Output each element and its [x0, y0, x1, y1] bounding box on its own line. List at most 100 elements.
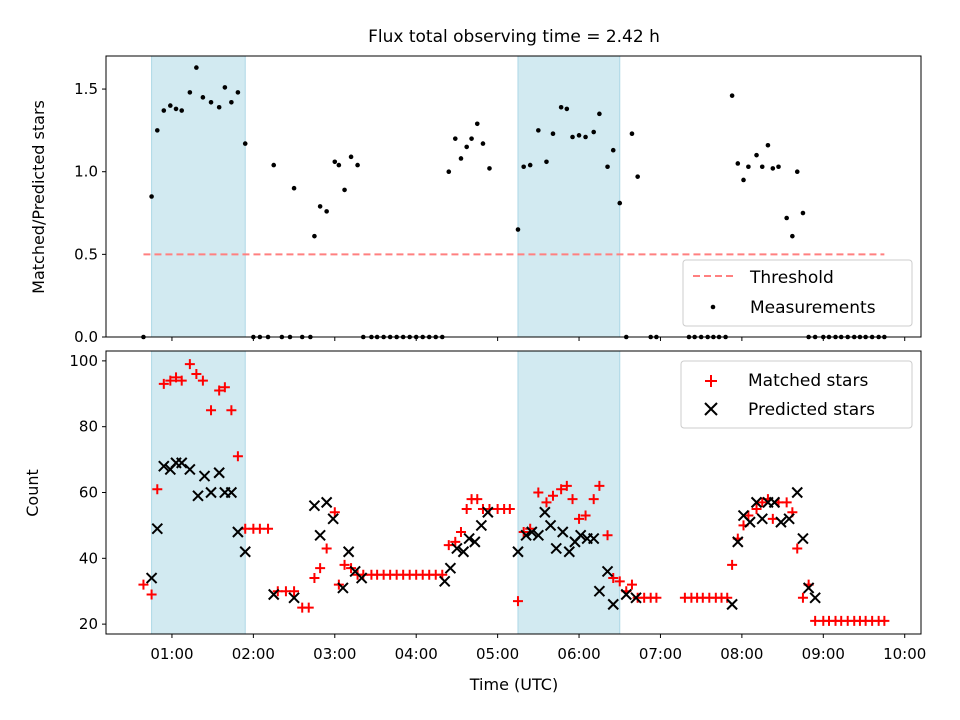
matched-star-marker [455, 526, 466, 537]
predicted-star-marker [469, 536, 481, 548]
predicted-star-marker [587, 532, 600, 545]
measurement-point [480, 141, 486, 146]
matched-star-marker [339, 559, 350, 570]
matched-star-marker [321, 543, 332, 554]
bottom-panel-x-ticks: 01:00 02:00 03:00 04:00 05:00 06:00 07:00 08:00… [150, 634, 926, 663]
matched-star-marker [138, 579, 149, 590]
predicted-star-marker [475, 519, 488, 532]
measurement-point [194, 65, 199, 70]
bottom-panel-shaded-intervals [151, 350, 621, 635]
matched-star-marker [191, 369, 202, 380]
predicted-star-marker [192, 490, 204, 502]
top-panel-y-axis-label: Matched/Predicted stars [29, 100, 48, 294]
predicted-star-marker [198, 470, 211, 482]
matched-star-marker [263, 523, 274, 534]
matched-star-marker [152, 484, 163, 495]
legend-predicted-label: Predicted stars [748, 400, 875, 420]
predicted-star-marker [756, 513, 768, 525]
matched-star-marker [214, 385, 225, 396]
x-tick-label: 07:00 [639, 645, 682, 663]
measurement-point [770, 166, 776, 171]
matched-star-marker [443, 540, 454, 551]
measurement-point [168, 103, 173, 108]
measurement-point [597, 111, 602, 117]
predicted-star-marker [151, 522, 164, 535]
measurement-point [746, 164, 751, 170]
predicted-star-marker [544, 519, 557, 532]
matched-star-marker [594, 480, 605, 491]
measurement-point [336, 162, 342, 168]
predicted-star-marker [457, 546, 470, 558]
matched-star-marker [561, 480, 572, 491]
matched-star-marker [461, 503, 472, 514]
measurement-point [324, 209, 329, 214]
predicted-star-marker [526, 526, 538, 538]
predicted-star-marker [744, 516, 756, 528]
measurement-point [469, 136, 474, 141]
predicted-star-marker [213, 467, 225, 479]
measurement-point [487, 166, 492, 171]
predicted-star-marker [607, 598, 619, 611]
bottom-panel-points [138, 359, 890, 626]
matched-star-marker [879, 615, 890, 626]
predicted-star-marker [232, 526, 244, 538]
bottom-panel-legend: Matched stars Predicted stars [680, 360, 913, 429]
legend-measurements-swatch [710, 304, 716, 310]
matched-star-marker [303, 602, 314, 613]
predicted-star-marker [563, 546, 575, 558]
y-tick-label: 0.5 [74, 245, 98, 263]
matched-star-marker [792, 543, 803, 554]
measurement-point [458, 156, 464, 161]
matched-star-marker [588, 494, 599, 505]
bottom-panel-y-axis-label: Count [23, 469, 42, 517]
predicted-star-marker [797, 532, 809, 545]
measurement-point [271, 162, 277, 168]
matched-star-marker [614, 576, 625, 587]
top-legend-box [682, 259, 913, 327]
measurement-point [629, 131, 635, 136]
measurement-point [784, 215, 789, 221]
matched-star-marker [757, 497, 768, 508]
matched-star-marker [602, 530, 613, 541]
measurement-point [617, 200, 623, 206]
predicted-star-marker [550, 542, 562, 555]
measurement-point [759, 164, 765, 170]
matched-star-marker [146, 589, 157, 600]
matched-star-marker [206, 405, 217, 416]
matched-star-marker [743, 510, 754, 521]
predicted-star-marker [176, 457, 188, 469]
bottom-panel-y-ticks: 20 40 60 80 100 [69, 352, 106, 633]
measurement-point [332, 159, 338, 165]
y-tick-label: 100 [69, 352, 98, 370]
predicted-star-marker [520, 529, 532, 541]
measurement-point [591, 129, 596, 135]
predicted-star-marker [574, 529, 587, 541]
predicted-star-marker [451, 542, 463, 555]
predicted-star-marker [320, 496, 333, 509]
measurement-point [536, 128, 541, 133]
measurement-point [800, 210, 806, 216]
measurement-point [222, 85, 228, 90]
measurement-point [446, 169, 452, 175]
measurement-point [149, 194, 154, 199]
matched-star-marker [547, 490, 558, 501]
top-panel-x-ticks [171, 337, 906, 341]
matched-star-marker [184, 359, 195, 370]
predicted-star-marker [225, 486, 238, 499]
y-tick-label: 20 [79, 615, 98, 633]
matched-star-marker [158, 378, 169, 389]
predicted-star-marker [205, 486, 217, 499]
predicted-star-marker [532, 529, 545, 541]
predicted-star-marker [482, 506, 494, 518]
x-tick-label: 09:00 [802, 645, 845, 663]
predicted-star-marker [809, 592, 821, 604]
y-tick-label: 1.0 [74, 163, 98, 181]
measurement-point [464, 144, 469, 150]
matched-star-marker [232, 451, 243, 462]
matched-star-marker [329, 507, 340, 518]
measurement-point [342, 187, 347, 193]
predicted-star-marker [355, 572, 368, 584]
predicted-star-marker [783, 513, 795, 525]
shaded-interval [151, 55, 246, 338]
